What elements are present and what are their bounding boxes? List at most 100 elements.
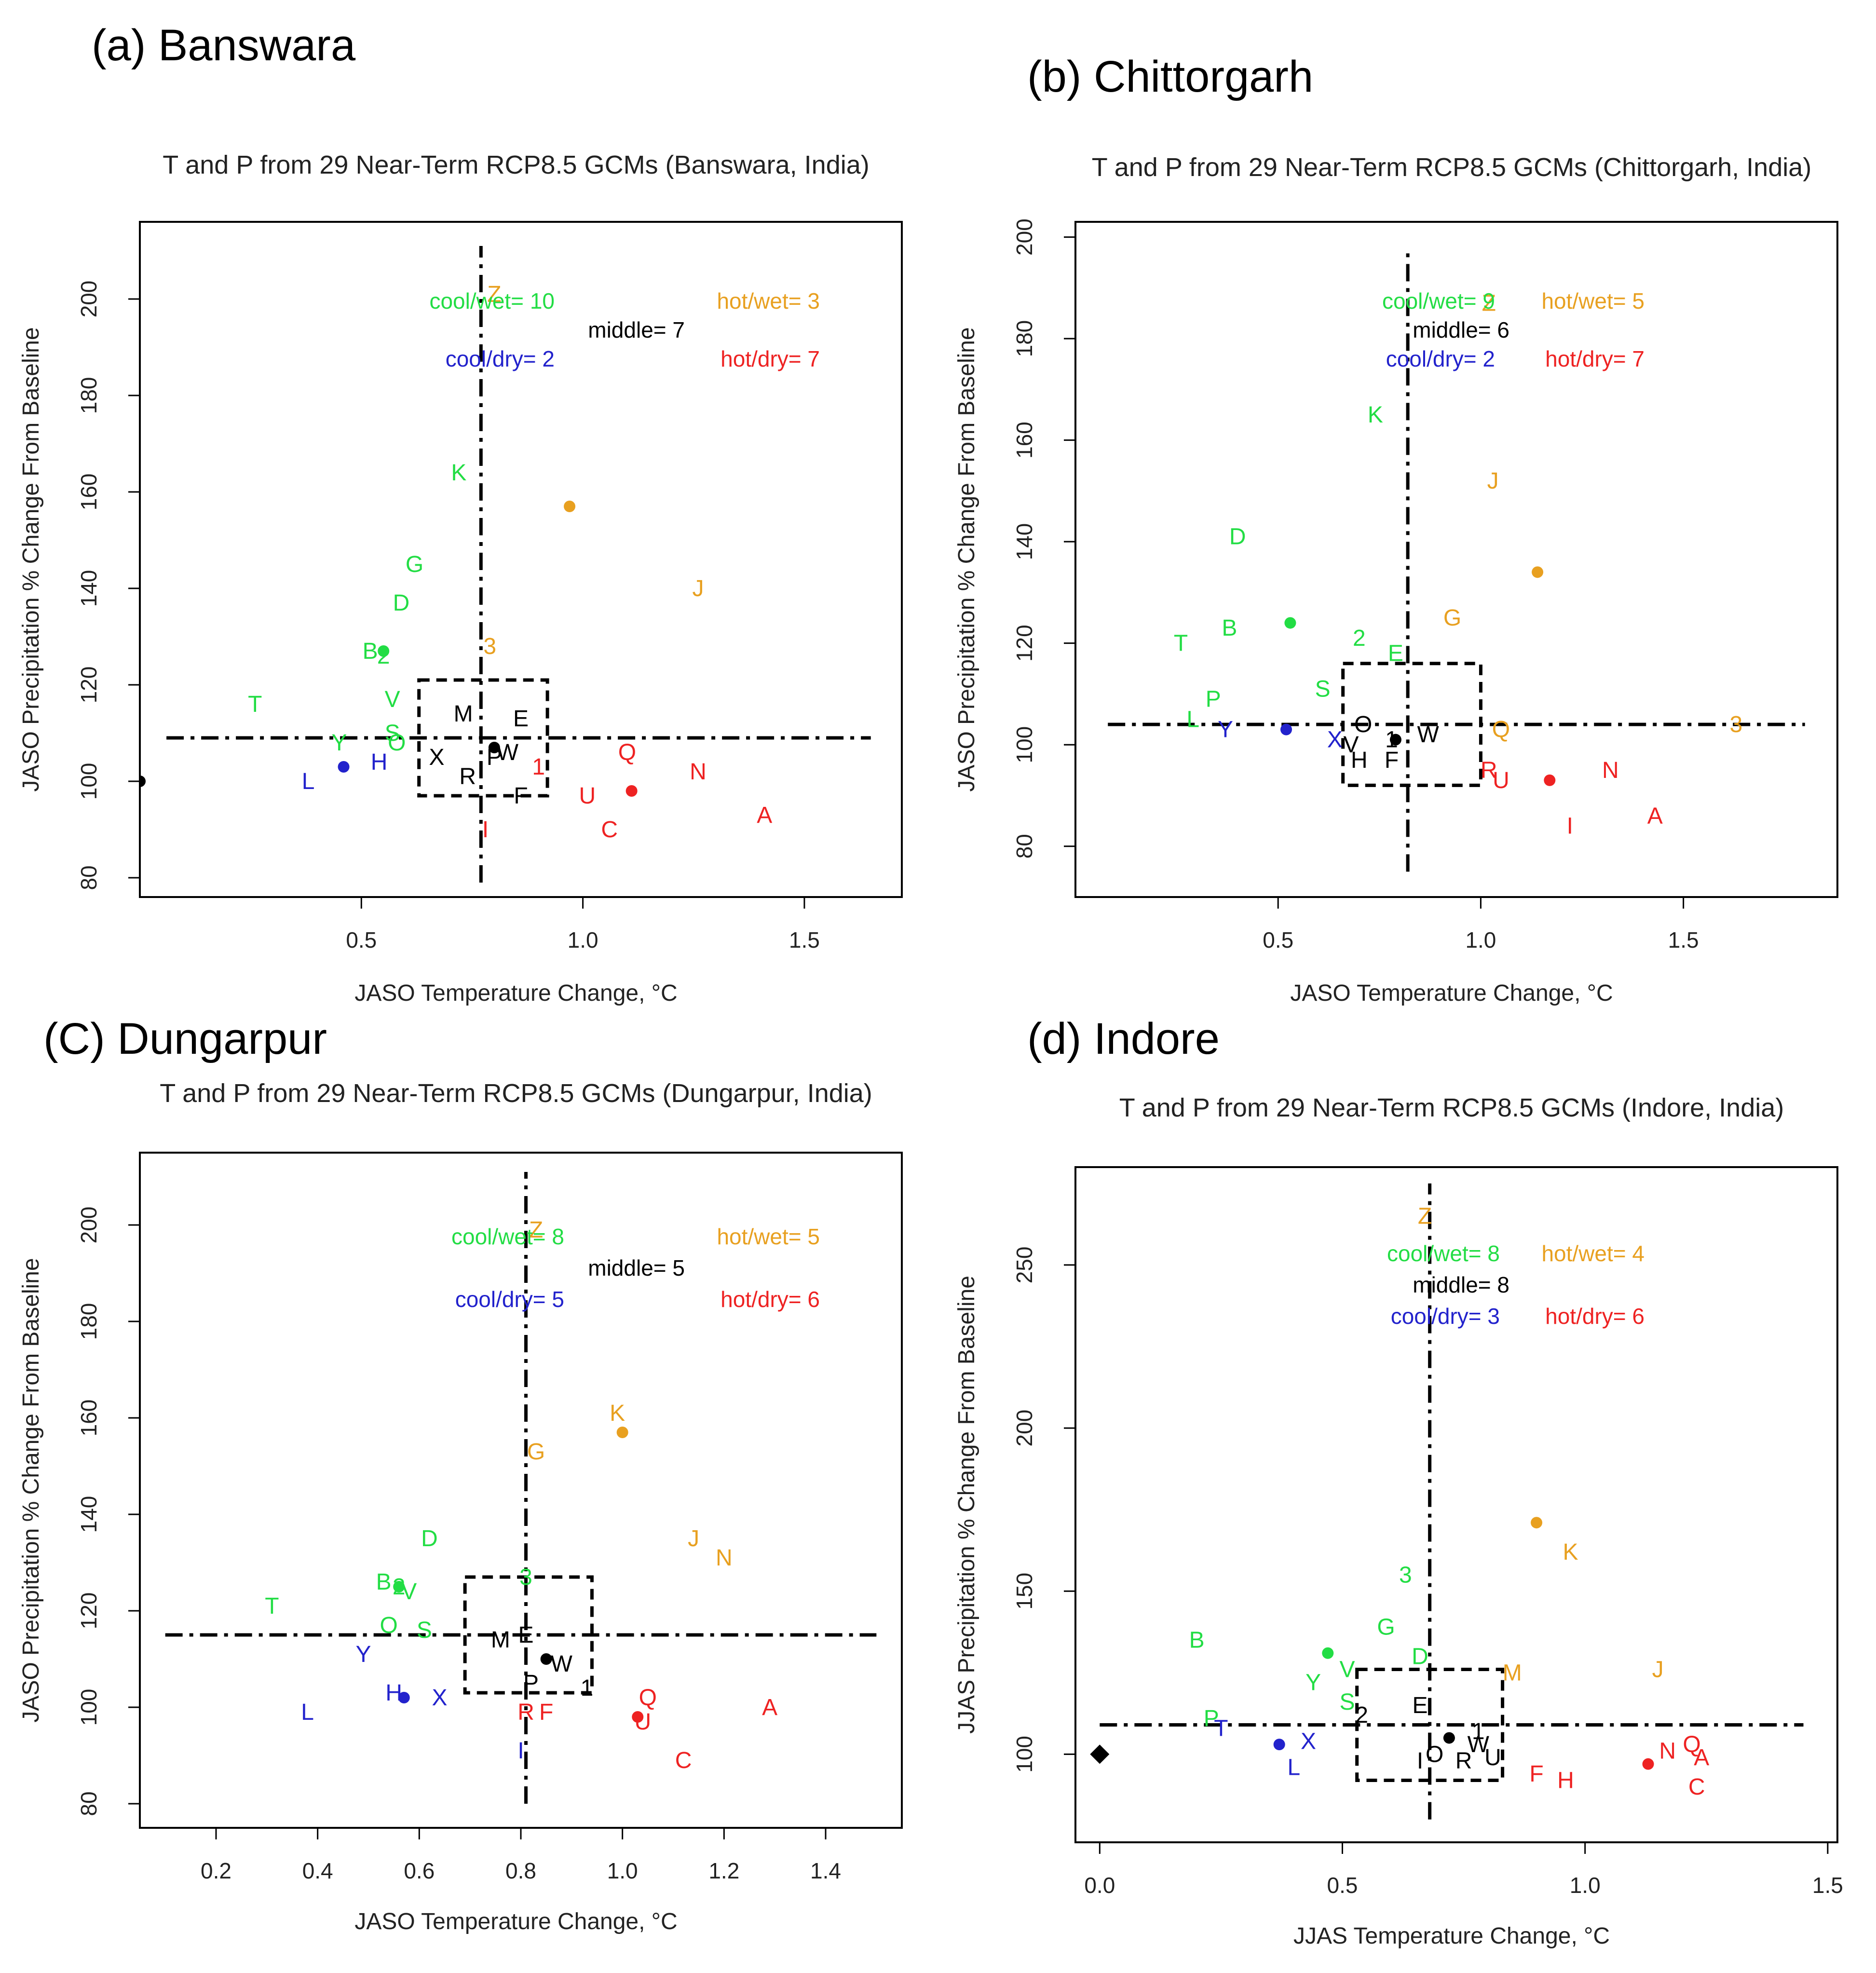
gcm-label: Y xyxy=(331,730,347,756)
y-axis-label: JASO Precipitation % Change From Baselin… xyxy=(18,1258,44,1722)
gcm-label: X xyxy=(432,1685,447,1711)
gcm-label: W xyxy=(551,1651,573,1677)
gcm-label: S xyxy=(417,1618,432,1643)
y-tick-label: 140 xyxy=(76,1496,101,1533)
y-tick-label: 100 xyxy=(76,763,101,800)
gcm-label: R xyxy=(1481,758,1497,783)
category-mean-point xyxy=(625,785,638,797)
gcm-label: O xyxy=(380,1613,397,1638)
y-tick-label: 200 xyxy=(76,281,101,318)
count-middle: middle= 5 xyxy=(588,1255,685,1280)
x-tick-label: 0.6 xyxy=(404,1858,435,1883)
count-hot-dry: hot/dry= 7 xyxy=(1545,346,1645,371)
middle-range-box xyxy=(1341,662,1482,787)
gcm-label: H xyxy=(371,749,388,775)
gcm-label: 1 xyxy=(581,1675,594,1701)
gcm-label: G xyxy=(1443,605,1461,631)
count-hot-wet: hot/wet= 3 xyxy=(717,288,820,313)
plot-area: ZKGDJ3B2TVYSOMEXPWRF1HLQNUACI xyxy=(140,246,871,883)
gcm-label: P xyxy=(1206,686,1221,712)
gcm-label: H xyxy=(1557,1768,1574,1793)
chart-title: T and P from 29 Near-Term RCP8.5 GCMs (D… xyxy=(160,1079,872,1108)
count-cool-dry: cool/dry= 5 xyxy=(455,1287,564,1312)
plot-frame xyxy=(1074,221,1838,898)
panel-heading: (d) Indore xyxy=(1027,1014,1220,1063)
category-mean-point xyxy=(378,645,390,657)
gcm-label: J xyxy=(1652,1657,1664,1683)
gcm-label: R xyxy=(1455,1748,1472,1774)
gcm-label: K xyxy=(610,1401,625,1426)
gcm-label: N xyxy=(1602,758,1619,783)
gcm-label: M xyxy=(491,1627,510,1653)
y-tick-label: 80 xyxy=(76,1791,101,1816)
category-mean-point xyxy=(564,501,576,512)
gcm-label: A xyxy=(1647,803,1663,829)
gcm-label: S xyxy=(385,721,400,746)
category-mean-point xyxy=(1284,617,1296,629)
gcm-label: U xyxy=(579,783,596,809)
x-tick-label: 1.5 xyxy=(1812,1873,1843,1898)
y-tick-label: 180 xyxy=(76,377,101,414)
gcm-label: P xyxy=(523,1671,539,1696)
y-tick-label: 120 xyxy=(1012,625,1037,662)
category-mean-point xyxy=(1280,723,1292,735)
category-mean-point xyxy=(632,1711,644,1723)
y-tick-label: 120 xyxy=(76,1592,101,1630)
gcm-label: S xyxy=(1315,676,1331,702)
y-tick-label: 120 xyxy=(76,667,101,704)
gcm-label: 2 xyxy=(1353,626,1366,651)
gcm-label: F xyxy=(1385,748,1399,773)
count-hot-dry: hot/dry= 6 xyxy=(1545,1304,1645,1329)
gcm-label: B xyxy=(376,1569,392,1595)
x-tick-label: 0.5 xyxy=(1263,927,1293,952)
x-tick-label: 0.5 xyxy=(1327,1873,1358,1898)
gcm-label: 3 xyxy=(483,634,496,659)
gcm-label: T xyxy=(248,692,262,717)
y-tick-label: 150 xyxy=(1012,1573,1037,1610)
gcm-label: Q xyxy=(1683,1732,1700,1757)
gcm-label: L xyxy=(1288,1755,1301,1780)
x-tick-label: 1.5 xyxy=(1668,927,1699,952)
gcm-label: T xyxy=(1214,1715,1228,1741)
gcm-label: E xyxy=(1388,641,1403,667)
count-cool-wet: cool/wet= 9 xyxy=(1382,288,1495,313)
gcm-label: U xyxy=(1493,768,1509,793)
y-tick-label: 140 xyxy=(76,570,101,607)
gcm-label: O xyxy=(388,730,406,756)
y-tick-label: 250 xyxy=(1012,1247,1037,1284)
category-mean-point xyxy=(393,1581,405,1592)
panel-heading: (b) Chittorgarh xyxy=(1027,52,1313,101)
gcm-label: P xyxy=(1204,1706,1219,1731)
category-mean-point xyxy=(540,1653,552,1665)
count-hot-dry: hot/dry= 6 xyxy=(720,1287,820,1312)
category-mean-point xyxy=(488,742,500,753)
count-hot-wet: hot/wet= 4 xyxy=(1541,1241,1645,1266)
gcm-label: 2 xyxy=(1355,1702,1368,1728)
gcm-label: Q xyxy=(618,740,636,765)
count-middle: middle= 6 xyxy=(1413,317,1509,342)
gcm-label: 3 xyxy=(1730,712,1743,737)
panel-dungarpur: (C) Dungarpur T and P from 29 Near-Term R… xyxy=(18,1014,903,1934)
y-tick-label: 200 xyxy=(1012,1410,1037,1447)
count-cool-wet: cool/wet= 8 xyxy=(451,1224,564,1249)
gcm-label: D xyxy=(421,1526,438,1551)
plot-area: ZKJDGB2ETSPLYXOV1WHFQ3RUNAI xyxy=(1108,247,1805,872)
y-tick-label: 200 xyxy=(1012,218,1037,256)
y-axis-label: JASO Precipitation % Change From Baselin… xyxy=(954,327,979,791)
gcm-label: K xyxy=(451,460,466,486)
gcm-label: D xyxy=(1412,1644,1428,1669)
gcm-label: X xyxy=(1301,1728,1316,1754)
gcm-label: I xyxy=(1567,814,1573,839)
gcm-label: H xyxy=(385,1680,402,1706)
gcm-label: Y xyxy=(1218,717,1233,743)
y-tick-label: 160 xyxy=(76,474,101,511)
gcm-label: T xyxy=(265,1593,279,1619)
count-cool-wet: cool/wet= 10 xyxy=(429,288,555,313)
count-middle: middle= 8 xyxy=(1413,1272,1509,1297)
y-tick-label: 200 xyxy=(76,1207,101,1244)
x-tick-label: 1.5 xyxy=(789,927,820,952)
gcm-label: L xyxy=(1186,707,1199,733)
x-axis-label: JJAS Temperature Change, °C xyxy=(1293,1923,1610,1949)
y-axis-label: JJAS Precipitation % Change From Baselin… xyxy=(954,1276,979,1734)
plot-area: Z K 3 G B D VYS PT 2 E 1W I O R U M J XL F H N QAC xyxy=(1100,1183,1804,1820)
